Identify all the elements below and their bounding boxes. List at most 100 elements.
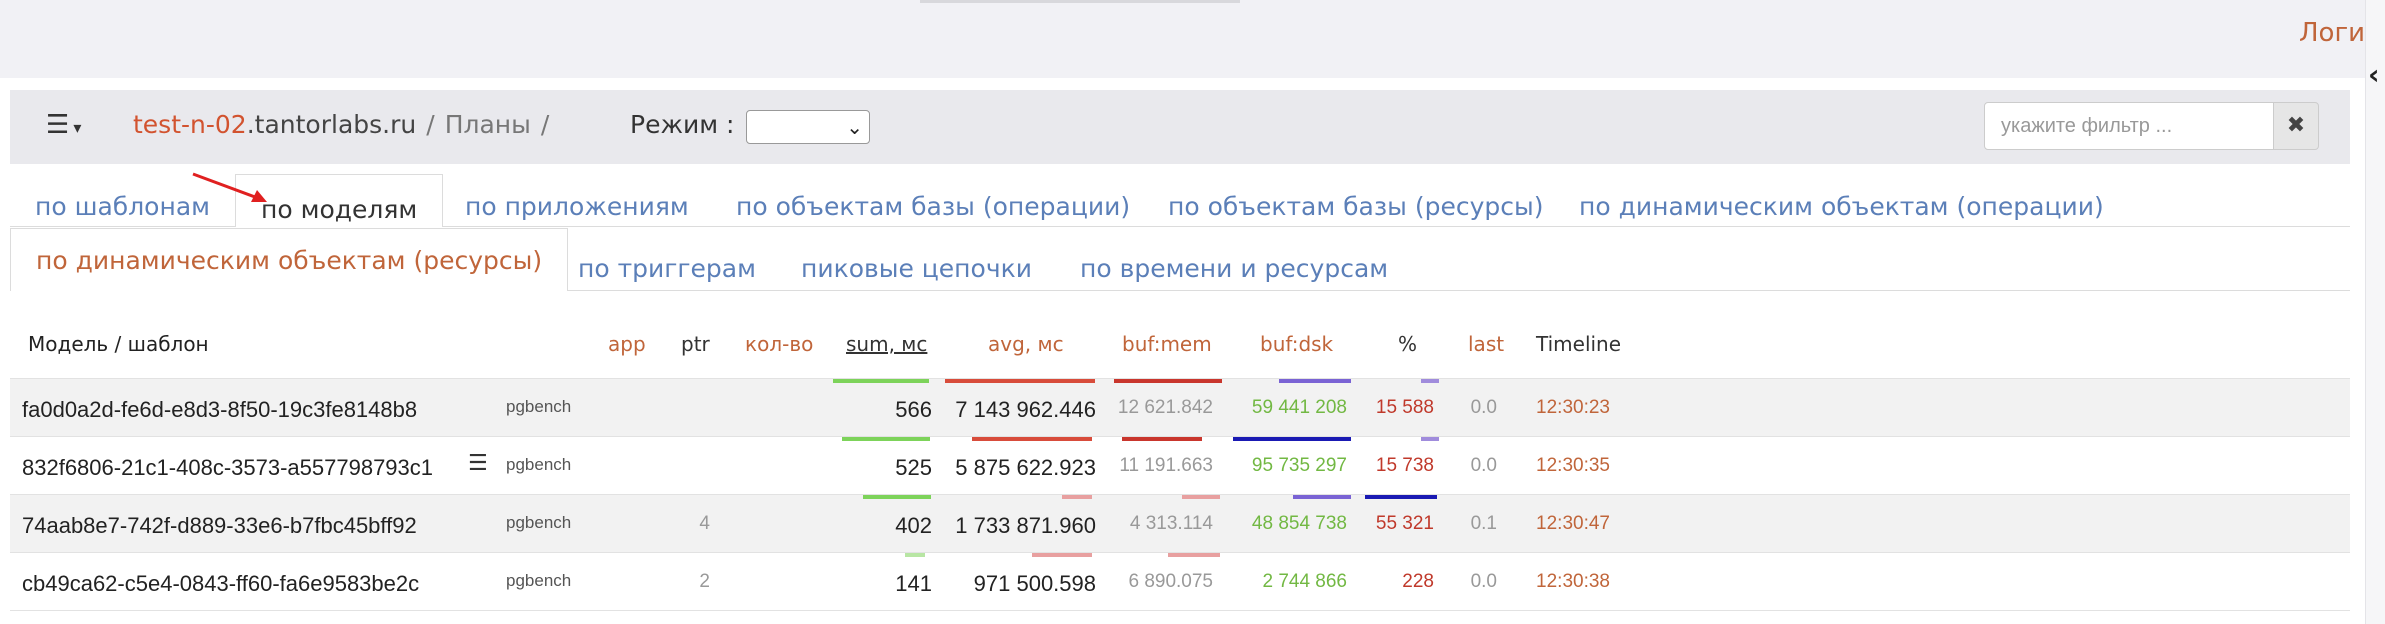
metric-bar	[1233, 437, 1351, 441]
th-sum[interactable]: sum, мс	[846, 332, 928, 356]
tab-bar: по шаблонам по моделям по приложениям по…	[10, 164, 2350, 316]
tab-by-applications[interactable]: по приложениям	[465, 192, 689, 221]
cell-avg: 7 143 962.446	[955, 397, 1096, 422]
cell-app: pgbench	[506, 571, 572, 590]
collapse-panel[interactable]: ‹	[2365, 0, 2385, 624]
cell-timeline: 12:30:35	[1536, 455, 1610, 476]
tab-by-time-and-resources[interactable]: по времени и ресурсам	[1080, 254, 1389, 283]
annotation-arrow-head	[251, 190, 267, 202]
th-pct[interactable]: %	[1398, 332, 1418, 356]
cell-model[interactable]: 832f6806-21c1-408c-3573-a557798793c1	[22, 455, 434, 480]
th-app[interactable]: app	[608, 332, 646, 356]
cell-model[interactable]: fa0d0a2d-fe6d-e8d3-8f50-19c3fe8148b8	[22, 397, 418, 422]
th-bufmem[interactable]: buf:mem	[1122, 332, 1212, 356]
metric-bar	[1365, 495, 1437, 499]
login-link[interactable]: Логи	[2298, 18, 2365, 48]
top-bar: Логи	[0, 0, 2385, 78]
cell-pct: 55 321	[1375, 513, 1434, 534]
th-timeline[interactable]: Timeline	[1536, 332, 1622, 356]
metric-bar	[842, 437, 930, 441]
tab-divider	[10, 290, 2350, 291]
metric-bar	[1279, 379, 1351, 383]
tab-by-db-objects-resources[interactable]: по объектам базы (ресурсы)	[1168, 192, 1544, 221]
metric-bar	[945, 379, 1095, 383]
cell-count: 2	[699, 571, 710, 592]
tab-divider	[10, 226, 2350, 227]
metric-bar	[1032, 553, 1092, 557]
metric-bar	[905, 553, 925, 557]
th-avg[interactable]: avg, мс	[988, 332, 1064, 356]
table-row[interactable]: 74aab8e7-742f-d889-33e6-b7fbc45bff92 pgbe…	[10, 494, 2350, 552]
cell-bufdsk: 2 744 866	[1262, 571, 1347, 592]
table-header: Модель / шаблон app ptr кол-во sum, мс a…	[10, 314, 2350, 378]
cell-bufmem: 12 621.842	[1117, 397, 1213, 418]
breadcrumb-plans[interactable]: Планы	[444, 110, 531, 139]
times-icon: ✖	[2286, 113, 2306, 138]
cell-last: 0.0	[1470, 571, 1497, 592]
th-count[interactable]: кол-во	[745, 332, 814, 356]
th-ptr[interactable]: ptr	[681, 332, 710, 356]
cell-timeline: 12:30:38	[1536, 571, 1610, 592]
metric-bar	[863, 495, 931, 499]
metric-bar	[1062, 495, 1092, 499]
breadcrumb-host-prefix[interactable]: test-n-02	[133, 110, 247, 139]
tab-by-dynamic-objects-ops[interactable]: по динамическим объектам (операции)	[1579, 192, 2104, 221]
cell-pct: 228	[1402, 571, 1434, 592]
cell-bufmem: 4 313.114	[1129, 513, 1213, 534]
cell-timeline: 12:30:23	[1536, 397, 1610, 418]
tab-by-triggers[interactable]: по триггерам	[578, 254, 756, 283]
tab-by-dynamic-objects-resources[interactable]: по динамическим объектам (ресурсы)	[10, 228, 569, 291]
list-icon[interactable]: ☰	[46, 110, 70, 140]
cell-model[interactable]: cb49ca62-c5e4-0843-ff60-fa6e9583be2c	[22, 571, 420, 596]
cell-avg: 5 875 622.923	[955, 455, 1096, 480]
breadcrumb-separator: /	[540, 110, 550, 139]
metric-bar	[833, 379, 929, 383]
filter-input[interactable]	[1984, 102, 2274, 150]
tab-by-templates[interactable]: по шаблонам	[35, 192, 210, 221]
metric-bar	[1182, 495, 1220, 499]
tab-peak-chains[interactable]: пиковые цепочки	[801, 254, 1032, 283]
cell-avg: 1 733 871.960	[955, 513, 1096, 538]
mode-select[interactable]: ⌄	[746, 110, 870, 144]
table-row[interactable]: 832f6806-21c1-408c-3573-a557798793c1 pgbe…	[10, 436, 2350, 494]
tab-by-models[interactable]: по моделям	[235, 174, 444, 227]
th-bufdsk[interactable]: buf:dsk	[1260, 332, 1334, 356]
metric-bar	[1421, 437, 1439, 441]
annotation-arrow-line	[192, 172, 264, 202]
cell-model[interactable]: 74aab8e7-742f-d889-33e6-b7fbc45bff92	[22, 513, 417, 538]
top-tab-shadow	[920, 0, 1240, 3]
metric-bar	[1168, 553, 1220, 557]
table-row[interactable]: fa0d0a2d-fe6d-e8d3-8f50-19c3fe8148b8 pgbe…	[10, 378, 2350, 436]
breadcrumb-host-suffix[interactable]: .tantorlabs.ru	[246, 110, 417, 139]
cell-timeline: 12:30:47	[1536, 513, 1610, 534]
cell-bufdsk: 48 854 738	[1251, 513, 1347, 534]
cell-app: pgbench	[506, 397, 572, 416]
cell-count: 4	[699, 513, 710, 534]
cell-sum: 402	[895, 513, 932, 538]
cell-last: 0.1	[1470, 513, 1497, 534]
th-last[interactable]: last	[1468, 332, 1505, 356]
chevron-left-icon[interactable]: ‹	[2368, 58, 2380, 91]
caret-down-icon[interactable]: ▾	[73, 118, 82, 137]
metric-bar	[1421, 379, 1439, 383]
mode-label: Режим :	[630, 110, 735, 139]
main-area: ☰ ▾ test-n-02.tantorlabs.ru / Планы / Режим …	[10, 90, 2350, 316]
cell-pct: 15 738	[1375, 455, 1434, 476]
table-row[interactable]: cb49ca62-c5e4-0843-ff60-fa6e9583be2c pgbe…	[10, 552, 2350, 610]
list-icon[interactable]: ☰	[468, 451, 488, 476]
cell-pct: 15 588	[1375, 397, 1434, 418]
metric-bar	[1122, 437, 1202, 441]
tab-by-db-objects-ops[interactable]: по объектам базы (операции)	[736, 192, 1131, 221]
cell-sum: 525	[895, 455, 932, 480]
breadcrumb-separator: /	[426, 110, 435, 139]
metric-bar	[972, 437, 1092, 441]
chevron-down-icon: ⌄	[846, 115, 863, 139]
metric-bar	[1114, 379, 1222, 383]
cell-bufdsk: 95 735 297	[1251, 455, 1347, 476]
menu-button[interactable]: ☰ ▾	[46, 110, 81, 140]
cell-bufmem: 6 890.075	[1128, 571, 1213, 592]
filter-clear-button[interactable]: ✖	[2273, 102, 2319, 150]
cell-last: 0.0	[1470, 397, 1497, 418]
cell-last: 0.0	[1470, 455, 1497, 476]
th-model[interactable]: Модель / шаблон	[28, 332, 209, 356]
